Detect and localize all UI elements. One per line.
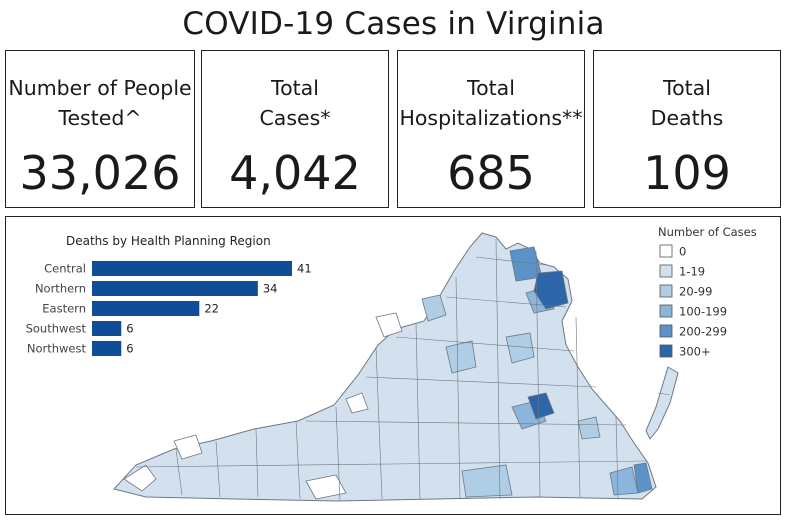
- legend-label: 100-199: [679, 305, 727, 319]
- county-boundaries: [135, 238, 647, 502]
- legend: 0 1-19 20-99 100-199 200-299 300+: [659, 244, 727, 359]
- people-tested-card: Number of People Tested^ 33,026: [5, 50, 195, 208]
- bar-category-label: Southwest: [26, 322, 87, 336]
- county-zero[interactable]: [173, 434, 203, 460]
- county-zero[interactable]: [375, 312, 403, 338]
- card-value: 33,026: [19, 146, 181, 200]
- county-20-99[interactable]: [505, 332, 535, 364]
- county-20-99[interactable]: [421, 294, 447, 322]
- bar-value-label: 34: [263, 282, 278, 296]
- county-20-99[interactable]: [445, 340, 477, 374]
- legend-label: 0: [679, 245, 686, 259]
- county-20-99[interactable]: [461, 464, 513, 498]
- bar-eastern[interactable]: [92, 301, 200, 316]
- legend-label: 20-99: [679, 285, 712, 299]
- chart-title: Deaths by Health Planning Region: [66, 234, 271, 248]
- card-value: 4,042: [229, 146, 361, 200]
- county-zero[interactable]: [305, 474, 347, 500]
- card-value: 109: [643, 146, 731, 200]
- map-panel-svg: Deaths by Health Planning Region Central…: [26, 225, 757, 502]
- bar-southwest[interactable]: [92, 321, 122, 336]
- bar-category-label: Northern: [35, 282, 86, 296]
- legend-swatch: [659, 304, 673, 318]
- card-value: 685: [447, 146, 535, 200]
- legend-label: 300+: [679, 345, 711, 359]
- legend-swatch: [659, 344, 673, 358]
- legend-swatch: [659, 284, 673, 298]
- legend-swatch: [659, 324, 673, 338]
- bar-category-label: Eastern: [42, 302, 86, 316]
- eastern-shore[interactable]: [645, 366, 679, 440]
- virginia-map: [113, 232, 679, 502]
- deaths-bar-chart: Central 41 Northern 34 Eastern 22 Southwest 6 No…: [26, 261, 312, 356]
- card-label: Total Deaths: [650, 76, 724, 130]
- legend-label: 1-19: [679, 265, 705, 279]
- legend-title: Number of Cases: [658, 225, 757, 239]
- total-cases-card: Total Cases* 4,042: [201, 50, 389, 208]
- bar-northwest[interactable]: [92, 341, 122, 356]
- county-zero[interactable]: [345, 392, 369, 414]
- page-title: COVID-19 Cases in Virginia: [182, 6, 605, 42]
- card-label: Number of People Tested^: [8, 76, 192, 130]
- bar-value-label: 41: [297, 262, 312, 276]
- legend-label: 200-299: [679, 325, 727, 339]
- card-label: Total Cases*: [259, 76, 331, 130]
- bar-value-label: 6: [126, 322, 133, 336]
- virginia-state-shape[interactable]: [113, 232, 657, 502]
- legend-swatch: [659, 244, 673, 258]
- bar-value-label: 6: [126, 342, 133, 356]
- card-label: Total Hospitalizations**: [399, 76, 583, 130]
- county-200-299[interactable]: [633, 462, 653, 494]
- bar-central[interactable]: [92, 261, 292, 276]
- legend-swatch: [659, 264, 673, 278]
- total-hospitalizations-card: Total Hospitalizations** 685: [397, 50, 585, 208]
- county-zero[interactable]: [123, 464, 157, 492]
- bar-category-label: Central: [44, 262, 86, 276]
- bar-category-label: Northwest: [27, 342, 87, 356]
- total-deaths-card: Total Deaths 109: [593, 50, 781, 208]
- map-panel: Deaths by Health Planning Region Central…: [5, 216, 781, 515]
- county-20-99[interactable]: [577, 416, 601, 440]
- bar-value-label: 22: [204, 302, 219, 316]
- bar-northern[interactable]: [92, 281, 258, 296]
- county-300-plus[interactable]: [527, 392, 555, 420]
